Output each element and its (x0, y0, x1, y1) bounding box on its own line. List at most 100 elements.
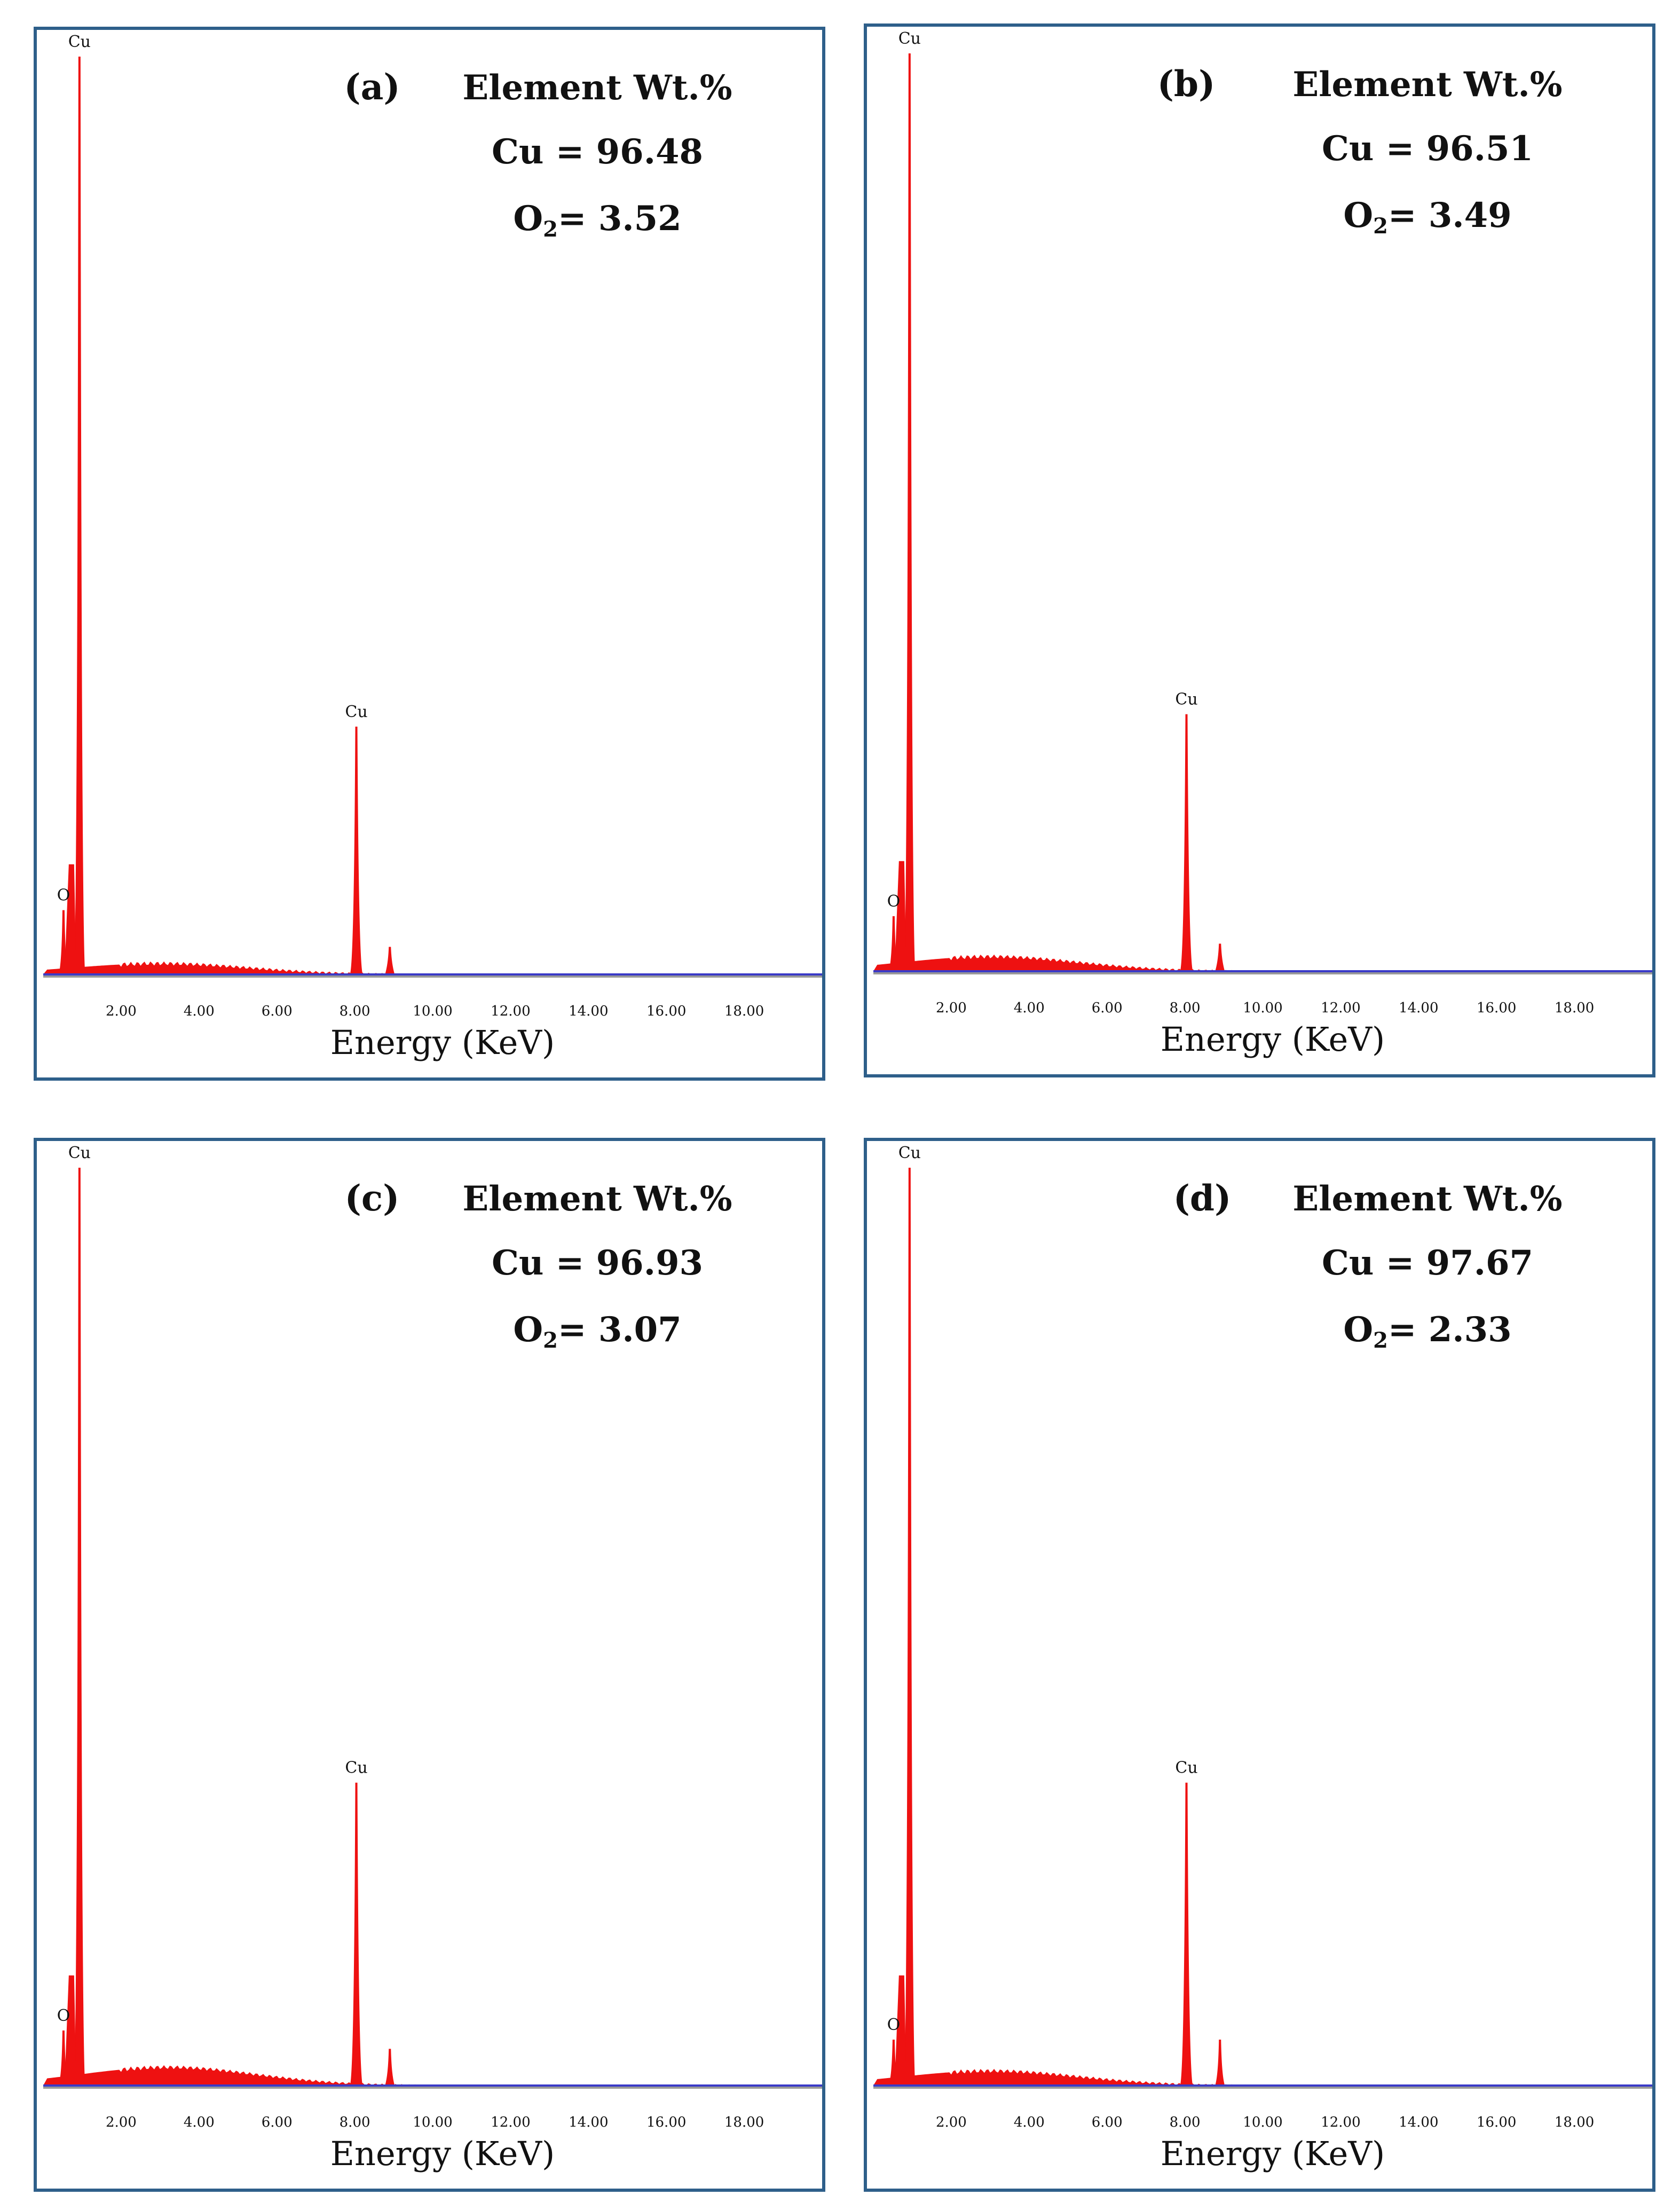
panel-a-background-fill (43, 961, 822, 974)
panel-d-tick-label-3: 8.00 (1170, 2114, 1201, 2130)
panel-c-tick-label-6: 14.00 (569, 2114, 608, 2130)
panel-c-header: Element Wt.% (462, 1179, 732, 1219)
panel-d-tick-label-0: 2.00 (936, 2114, 967, 2130)
panel-b-chart: 2.00 4.00 6.00 8.00 10.00 12.00 14.00 16.00 18.0… (873, 29, 1652, 1059)
panel-a-peak-label-1: Cu (68, 33, 91, 51)
panel-c-peak-2 (350, 1782, 363, 2086)
panel-b-tick-label-5: 12.00 (1321, 1000, 1360, 1016)
panel-d-tick-label-2: 6.00 (1092, 2114, 1123, 2130)
panel-c-peak-labels: O Cu Cu (57, 1144, 368, 2025)
panel-b-peak-label-1: Cu (898, 29, 921, 48)
panel-d-chart: 2.00 4.00 6.00 8.00 10.00 12.00 14.00 16.00 18.0… (873, 1144, 1652, 2173)
panel-c-chart: 2.00 4.00 6.00 8.00 10.00 12.00 14.00 16.00 18.0… (43, 1144, 822, 2173)
panel-d-ticks-group: 2.00 4.00 6.00 8.00 10.00 12.00 14.00 16.00 18.0… (936, 2114, 1594, 2130)
panel-d-peak-label-2: Cu (1175, 1759, 1197, 1777)
panel-d-tick-label-1: 4.00 (1014, 2114, 1045, 2130)
panel-b-cu-value: Cu = 96.51 (1322, 129, 1533, 169)
panel-d-tick-label-8: 18.00 (1555, 2114, 1594, 2130)
panel-a-spectrum-group (43, 57, 822, 974)
panel-d-tick-label-6: 14.00 (1399, 2114, 1438, 2130)
panel-b-peak-2 (1180, 714, 1193, 971)
panel-a-chart: 2.00 4.00 6.00 8.00 10.00 12.00 14.00 16.00 18.0… (43, 33, 822, 1062)
panel-c-spectrum-group (43, 1168, 822, 2086)
panel-c-tick-label-1: 4.00 (184, 2114, 215, 2130)
panel-b-header: Element Wt.% (1292, 65, 1562, 105)
panel-a-cu-value: Cu = 96.48 (492, 132, 703, 172)
panel-c-tick-label-4: 10.00 (413, 2114, 452, 2130)
panel-c-peak-1-shoulder (64, 1975, 76, 2086)
panel-b-tick-label-0: 2.00 (936, 1000, 967, 1016)
panel-b-tick-label-2: 6.00 (1092, 1000, 1123, 1016)
panel-a: 2.00 4.00 6.00 8.00 10.00 12.00 14.00 16.00 18.0… (34, 27, 825, 1081)
panel-a-tick-label-6: 14.00 (569, 1003, 608, 1019)
panel-d-peak-1 (903, 1168, 916, 2086)
panel-b-x-axis-label: Energy (KeV) (1161, 1020, 1385, 1059)
panel-c-peak-label-2: Cu (345, 1759, 367, 1777)
panel-c-tick-label-2: 6.00 (262, 2114, 293, 2130)
panel-b-peak-label-0: O (887, 892, 901, 911)
panel-d-background-fill (873, 2068, 1652, 2086)
panel-a-peak-label-2: Cu (345, 703, 367, 721)
panel-a-peak-label-0: O (57, 886, 70, 905)
panel-a-peak-2 (350, 726, 363, 974)
panel-b-axis-group (873, 970, 1652, 974)
panel-a-tick-label-7: 16.00 (646, 1003, 686, 1019)
panel-d-peak-label-0: O (887, 2016, 901, 2034)
panel-b-tick-label-7: 16.00 (1477, 1000, 1516, 1016)
panel-a-label: (a) (344, 66, 400, 108)
panel-d-header: Element Wt.% (1292, 1179, 1562, 1219)
panel-a-tick-label-0: 2.00 (106, 1003, 137, 1019)
panel-b-peak-labels: O Cu Cu (887, 29, 1198, 911)
panel-a-o2-value: O2= 3.52 (513, 199, 681, 242)
panel-d-label: (d) (1173, 1177, 1232, 1219)
panel-c-x-axis-label: Energy (KeV) (330, 2134, 555, 2173)
panel-a-axis-group (43, 973, 822, 978)
panel-a-x-axis-label: Energy (KeV) (330, 1023, 555, 1062)
panel-c-peak-label-1: Cu (68, 1144, 91, 1162)
panel-b-spectrum-group (873, 53, 1652, 971)
panel-d-peak-label-1: Cu (898, 1144, 921, 1162)
panel-b-peak-1-shoulder (894, 861, 906, 971)
panel-b-background-fill (873, 954, 1652, 971)
panel-c-peak-1 (73, 1168, 85, 2086)
panel-c-cu-value: Cu = 96.93 (492, 1243, 703, 1283)
panel-d-peak-1-shoulder (894, 1975, 906, 2086)
panel-a-peak-labels: O Cu Cu (57, 33, 368, 905)
panel-c: 2.00 4.00 6.00 8.00 10.00 12.00 14.00 16.00 18.0… (34, 1138, 825, 2192)
panel-d-cu-value: Cu = 97.67 (1322, 1243, 1533, 1283)
panel-c-ticks-group: 2.00 4.00 6.00 8.00 10.00 12.00 14.00 16.00 18.0… (106, 2114, 764, 2130)
panel-c-background-fill (43, 2065, 822, 2086)
panel-c-peak-label-0: O (57, 2007, 70, 2025)
panel-d-x-axis-label: Energy (KeV) (1161, 2134, 1385, 2173)
panel-d-axis-group (873, 2084, 1652, 2089)
panel-b-peak-3 (1215, 943, 1225, 971)
panel-d-tick-label-7: 16.00 (1477, 2114, 1516, 2130)
panel-c-tick-label-7: 16.00 (646, 2114, 686, 2130)
panel-a-tick-label-4: 10.00 (413, 1003, 452, 1019)
panel-b-tick-label-3: 8.00 (1170, 1000, 1201, 1016)
panel-c-tick-label-3: 8.00 (340, 2114, 370, 2130)
panel-c-axis-group (43, 2084, 822, 2089)
panel-d-peak-labels: O Cu Cu (887, 1144, 1198, 2034)
panel-a-peak-1 (73, 57, 85, 974)
panel-a-peak-3 (385, 947, 395, 974)
panel-c-peak-3 (385, 2049, 395, 2086)
panel-d-tick-label-5: 12.00 (1321, 2114, 1360, 2130)
panel-d-peak-3 (1215, 2040, 1225, 2086)
panel-a-tick-label-3: 8.00 (340, 1003, 370, 1019)
panel-a-tick-label-8: 18.00 (724, 1003, 764, 1019)
panel-a-tick-label-1: 4.00 (184, 1003, 215, 1019)
panel-b: 2.00 4.00 6.00 8.00 10.00 12.00 14.00 16.00 18.0… (864, 23, 1655, 1077)
panel-a-ticks-group: 2.00 4.00 6.00 8.00 10.00 12.00 14.00 16.00 18.0… (106, 1003, 764, 1019)
panel-a-peak-1-shoulder (64, 864, 76, 974)
panel-b-tick-label-1: 4.00 (1014, 1000, 1045, 1016)
panel-b-label: (b) (1157, 63, 1216, 105)
panel-b-tick-label-6: 14.00 (1399, 1000, 1438, 1016)
panel-d-peak-2 (1180, 1782, 1193, 2086)
panel-c-tick-label-8: 18.00 (724, 2114, 764, 2130)
panel-b-peak-1 (903, 53, 916, 971)
panel-d-spectrum-group (873, 1168, 1652, 2086)
panel-c-tick-label-0: 2.00 (106, 2114, 137, 2130)
panel-b-tick-label-8: 18.00 (1555, 1000, 1594, 1016)
panel-a-tick-label-5: 12.00 (491, 1003, 530, 1019)
